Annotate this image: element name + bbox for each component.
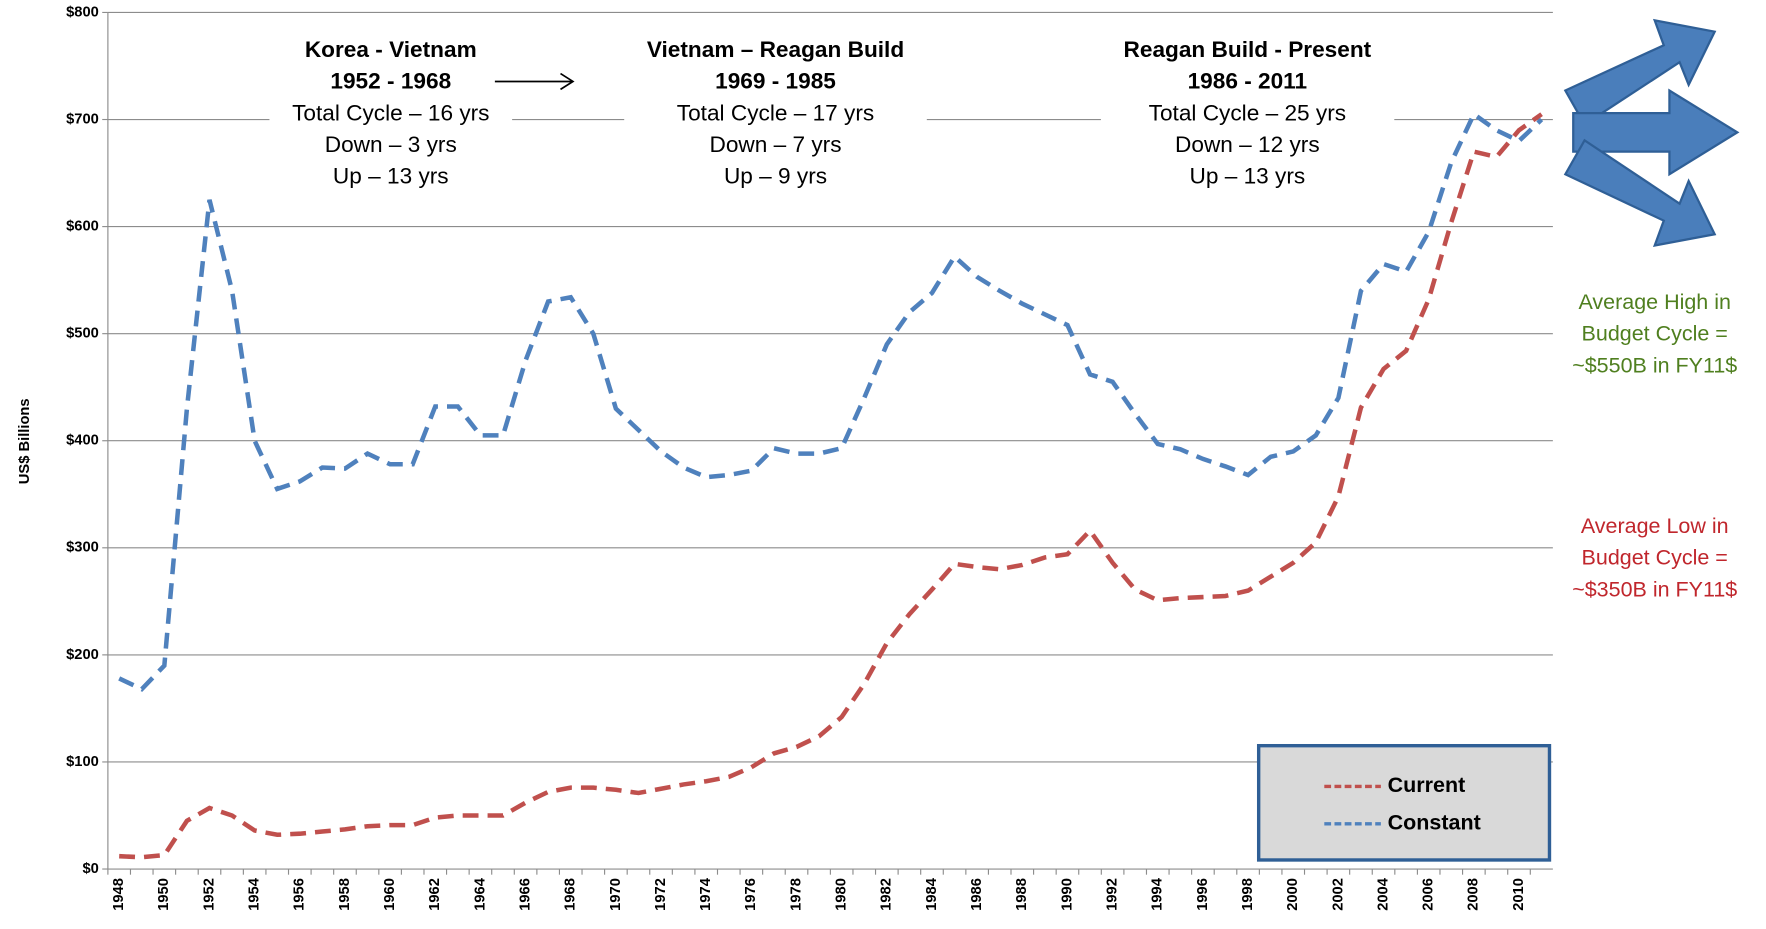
y-tick-label: $800 <box>66 4 99 20</box>
chart: US$ Billions $0 $100 $200 $300 $400 $500 $600 $… <box>0 0 1766 929</box>
x-tick-label: 2000 <box>1285 878 1301 911</box>
annotation-line: Total Cycle – 17 yrs <box>677 100 874 125</box>
x-tick-label: 1954 <box>247 877 263 911</box>
legend-label: Current <box>1388 773 1466 797</box>
x-tick-label: 1976 <box>743 878 759 911</box>
x-tick-label: 1992 <box>1104 878 1120 911</box>
x-tick-label: 2004 <box>1375 877 1391 911</box>
x-tick-label: 1968 <box>563 878 579 911</box>
x-tick-label: 1950 <box>156 878 172 911</box>
x-tick-label: 1960 <box>382 878 398 911</box>
x-tick-label: 1948 <box>111 878 127 911</box>
y-tick-label: $0 <box>82 861 98 877</box>
x-tick-label: 2008 <box>1466 878 1482 911</box>
x-tick-label: 1980 <box>834 878 850 911</box>
annotation-line: Total Cycle – 25 yrs <box>1149 100 1346 125</box>
x-tick-label: 1966 <box>517 878 533 911</box>
annotation-line: Down – 7 yrs <box>709 132 841 157</box>
x-tick-label: 2002 <box>1330 878 1346 911</box>
annotation-title: 1969 - 1985 <box>715 69 836 94</box>
annotation-line: Down – 12 yrs <box>1175 132 1320 157</box>
x-tick-label: 1964 <box>472 877 488 911</box>
x-tick-label: 1978 <box>788 878 804 911</box>
x-tick-label: 2010 <box>1511 878 1527 911</box>
annotation: Reagan Build - Present 1986 - 2011 Total C… <box>1101 34 1394 192</box>
note-line: Budget Cycle = <box>1582 546 1728 570</box>
x-tick-label: 1994 <box>1150 877 1166 911</box>
legend-box <box>1259 746 1550 860</box>
note-line: Average High in <box>1578 290 1730 314</box>
annotation-line: Up – 13 yrs <box>333 164 449 189</box>
x-tick-label: 1956 <box>292 878 308 911</box>
x-tick-label: 1990 <box>1059 878 1075 911</box>
x-tick-label: 1952 <box>201 878 217 911</box>
x-tick-label: 1984 <box>924 877 940 911</box>
y-tick-label: $300 <box>66 540 99 556</box>
x-tick-label: 1986 <box>969 878 985 911</box>
annotation-line: Down – 3 yrs <box>325 132 457 157</box>
annotation-line: Total Cycle – 16 yrs <box>292 100 489 125</box>
annotation-title: Vietnam – Reagan Build <box>647 37 904 62</box>
x-tick-label: 1970 <box>608 878 624 911</box>
note-line: ~$550B in FY11$ <box>1572 353 1737 377</box>
x-tick-label: 1972 <box>653 878 669 911</box>
x-tick-label: 1982 <box>879 878 895 911</box>
y-tick-label: $400 <box>66 433 99 449</box>
annotation-line: Up – 13 yrs <box>1190 164 1306 189</box>
y-tick-label: $500 <box>66 326 99 342</box>
annotation: Korea - Vietnam 1952 - 1968 Total Cycle – … <box>269 34 512 192</box>
annotation: Vietnam – Reagan Build 1969 - 1985 Total C… <box>624 34 927 192</box>
y-axis-label: US$ Billions <box>17 398 33 484</box>
y-tick-label: $100 <box>66 754 99 770</box>
x-tick-label: 1996 <box>1195 878 1211 911</box>
note-line: ~$350B in FY11$ <box>1572 577 1737 601</box>
y-tick-label: $600 <box>66 218 99 234</box>
y-tick-label: $700 <box>66 111 99 127</box>
annotation-title: 1952 - 1968 <box>330 69 451 94</box>
x-tick-label: 1974 <box>698 877 714 911</box>
y-tick-label: $200 <box>66 647 99 663</box>
legend-label: Constant <box>1388 810 1481 834</box>
x-tick-label: 1962 <box>427 878 443 911</box>
note-line: Budget Cycle = <box>1582 322 1728 346</box>
series-line <box>119 114 1541 689</box>
x-tick-label: 1998 <box>1240 878 1256 911</box>
big-arrows <box>1565 20 1737 245</box>
annotation-title: Reagan Build - Present <box>1124 37 1372 62</box>
annotation-title: 1986 - 2011 <box>1188 69 1308 94</box>
x-tick-label: 1958 <box>337 878 353 911</box>
x-tick-label: 1988 <box>1014 878 1030 911</box>
annotation-line: Up – 9 yrs <box>724 164 827 189</box>
annotation-title: Korea - Vietnam <box>305 37 477 62</box>
note-line: Average Low in <box>1581 514 1729 538</box>
x-tick-label: 2006 <box>1421 878 1437 911</box>
